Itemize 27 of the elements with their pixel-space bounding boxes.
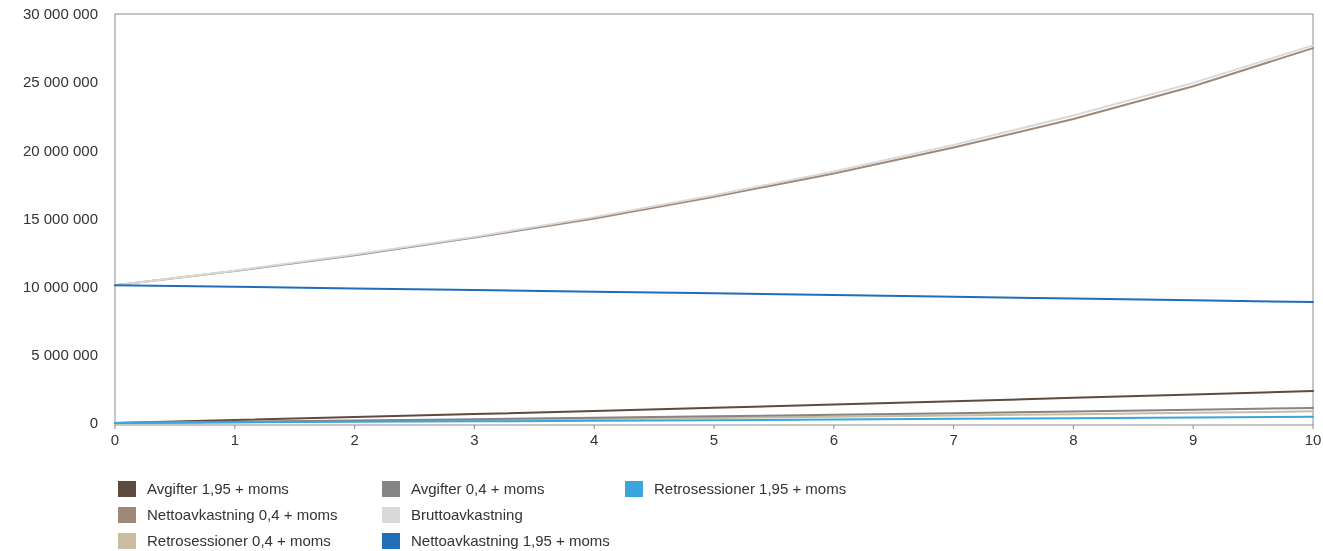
legend-label: Retrosessioner 1,95 + moms <box>654 480 847 498</box>
legend-label: Avgifter 0,4 + moms <box>411 480 545 498</box>
x-tick-label: 6 <box>829 431 838 448</box>
x-tick-label: 9 <box>1189 431 1198 448</box>
legend-label: Bruttoavkastning <box>411 506 523 524</box>
x-tick-label: 5 <box>709 431 719 448</box>
x-tick-label: 3 <box>470 431 479 448</box>
y-tick-label: 0 <box>89 414 98 432</box>
y-tick-label: 15 000 000 <box>22 209 98 227</box>
y-tick-label: 20 000 000 <box>22 141 98 159</box>
legend-label: Nettoavkastning 0,4 + moms <box>147 506 338 524</box>
legend-label: Nettoavkastning 1,95 + moms <box>411 532 610 550</box>
legend-label: Retrosessioner 0,4 + moms <box>147 532 331 550</box>
line-series <box>114 284 1314 304</box>
y-tick-label: 25 000 000 <box>22 73 98 91</box>
y-tick-label: 10 000 000 <box>22 277 98 295</box>
legend-label: Avgifter 1,95 + moms <box>147 480 289 498</box>
y-tick-label: 5 000 000 <box>31 346 98 364</box>
x-tick-label: 7 <box>949 431 958 448</box>
x-tick-label: 2 <box>350 431 359 448</box>
x-tick-label: 8 <box>1069 431 1078 448</box>
x-tick-label: 4 <box>590 431 599 448</box>
x-tick-label: 10 <box>1304 431 1322 448</box>
y-tick-label: 30 000 000 <box>22 5 98 23</box>
line-series <box>114 415 1314 424</box>
x-tick-label: 1 <box>230 431 239 448</box>
x-tick-label: 0 <box>110 431 120 448</box>
